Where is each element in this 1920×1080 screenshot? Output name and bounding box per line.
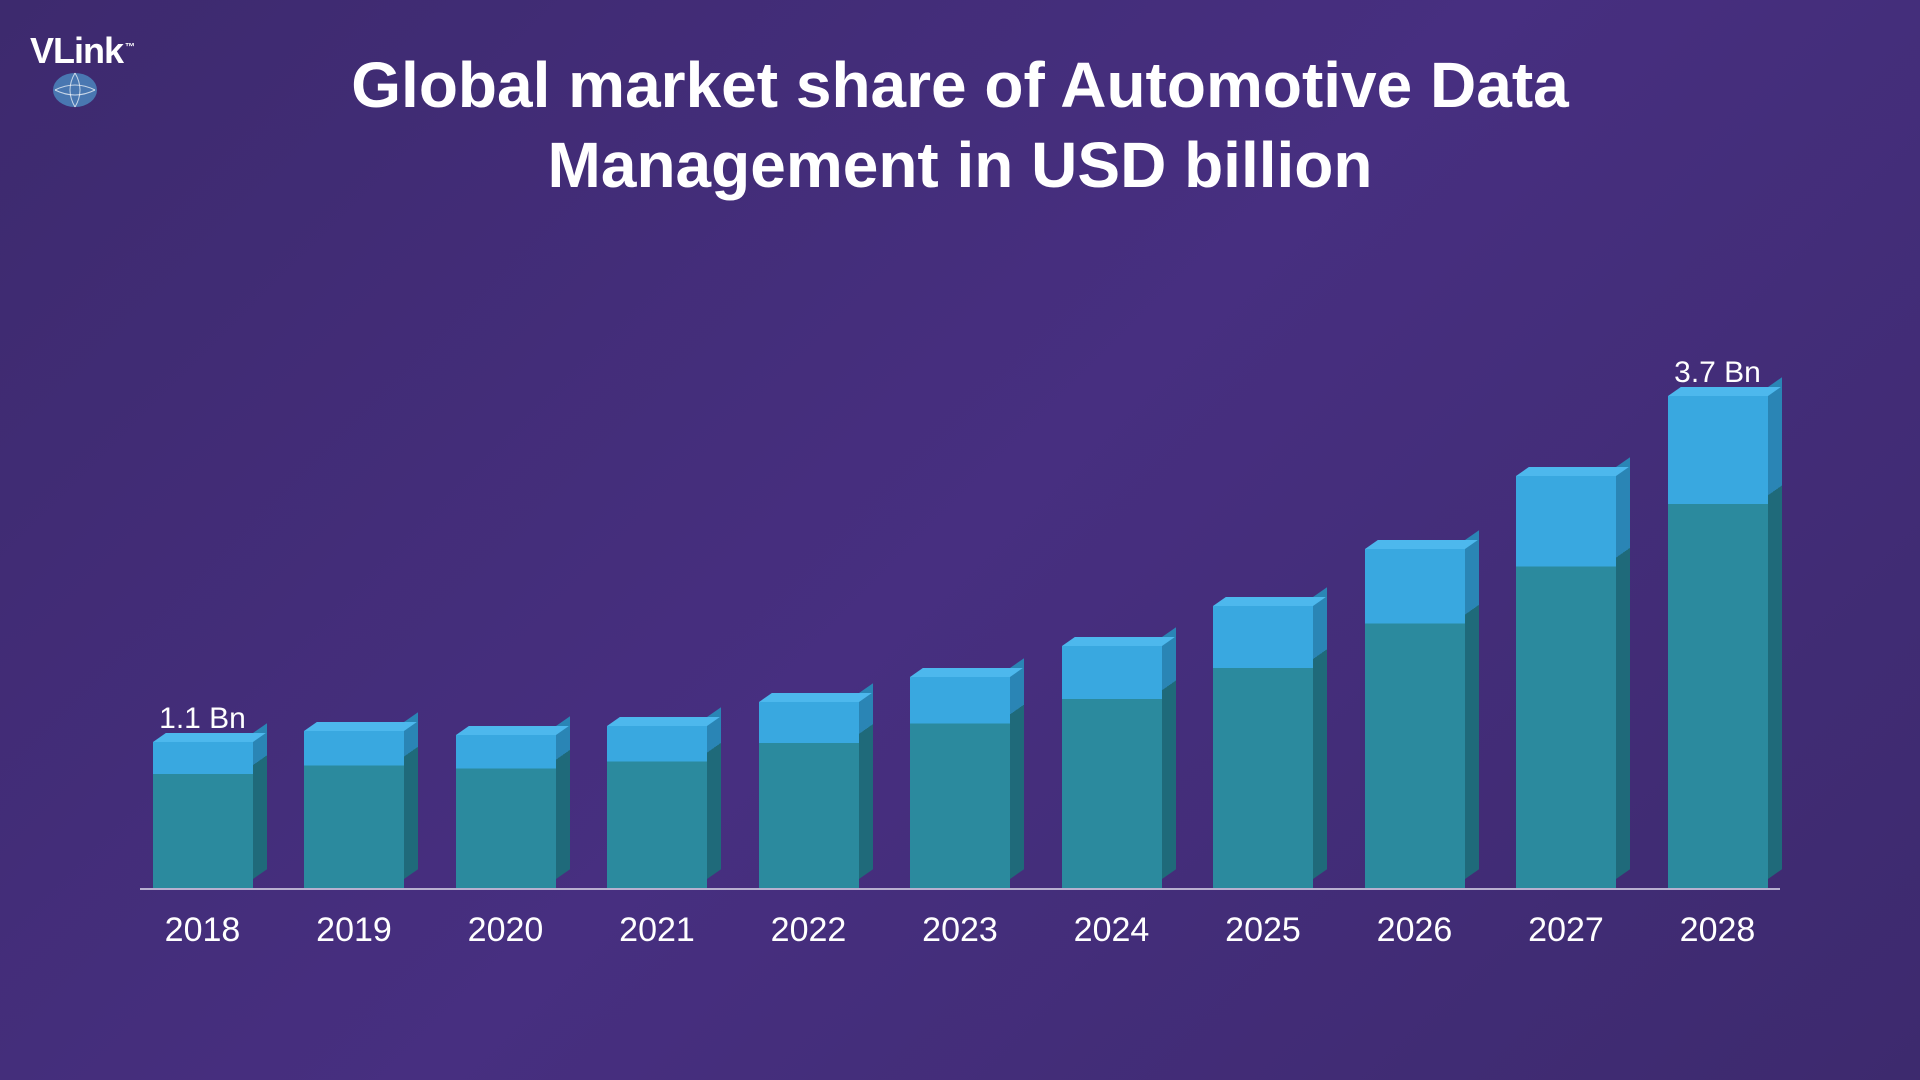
- bar-front: [1516, 476, 1616, 888]
- bar-side: [859, 683, 873, 879]
- bar-side: [1313, 588, 1327, 879]
- x-axis-labels: 2018 2019 2020 2021 2022 2023 2024 2025 2026 2027…: [140, 911, 1780, 950]
- bar-front: [1062, 646, 1162, 888]
- bar-top-cap: [1516, 467, 1629, 476]
- chart-title: Global market share of Automotive Data M…: [260, 45, 1660, 205]
- bar-side: [404, 712, 418, 879]
- bar-front: [1668, 396, 1768, 888]
- bar-side: [1162, 627, 1176, 879]
- bar-top-cap: [910, 668, 1023, 677]
- bars-container: 1.1 Bn 3.7 Bn: [140, 330, 1780, 888]
- bar-side: [1465, 530, 1479, 879]
- logo-link: Link: [53, 30, 123, 71]
- x-label-2024: 2024: [1059, 911, 1164, 950]
- bar-top-cap: [456, 726, 569, 735]
- bar-2026: [1362, 549, 1467, 888]
- bar-top-cap: [1365, 540, 1478, 549]
- x-label-2025: 2025: [1211, 911, 1316, 950]
- bar-front: [1213, 606, 1313, 888]
- x-label-2018: 2018: [150, 911, 255, 950]
- bar-2025: [1211, 606, 1316, 888]
- bar-front: [759, 702, 859, 888]
- bar-2020: [453, 735, 558, 888]
- x-label-2021: 2021: [605, 911, 710, 950]
- bar-front: [910, 677, 1010, 888]
- bar-side: [1616, 457, 1630, 879]
- logo-text: VLink™: [30, 30, 134, 72]
- bar-2021: [605, 726, 710, 888]
- bar-top-cap: [1062, 637, 1175, 646]
- x-label-2028: 2028: [1665, 911, 1770, 950]
- bar-2022: [756, 702, 861, 888]
- bar-value-label: 1.1 Bn: [159, 702, 246, 736]
- bar-2023: [908, 677, 1013, 888]
- bar-side: [1768, 378, 1782, 879]
- x-axis-line: [140, 888, 1780, 890]
- bar-side: [1010, 658, 1024, 879]
- x-label-2026: 2026: [1362, 911, 1467, 950]
- bar-side: [556, 716, 570, 879]
- bar-top-cap: [607, 717, 720, 726]
- bar-2028: 3.7 Bn: [1665, 396, 1770, 888]
- bar-front: [1365, 549, 1465, 888]
- x-label-2020: 2020: [453, 911, 558, 950]
- bar-2024: [1059, 646, 1164, 888]
- x-label-2027: 2027: [1514, 911, 1619, 950]
- bar-front: [304, 731, 404, 888]
- bar-top-cap: [1213, 597, 1326, 606]
- x-label-2019: 2019: [302, 911, 407, 950]
- globe-icon: [50, 70, 100, 110]
- bar-value-label: 3.7 Bn: [1674, 356, 1761, 390]
- bar-side: [707, 707, 721, 879]
- bar-top-cap: [304, 722, 417, 731]
- vlink-logo: VLink™: [30, 30, 134, 72]
- bar-2027: [1514, 476, 1619, 888]
- bar-front: [153, 742, 253, 888]
- bar-chart: 1.1 Bn 3.7 Bn: [140, 330, 1780, 890]
- bar-front: [607, 726, 707, 888]
- bar-side: [253, 723, 267, 879]
- bar-2018: 1.1 Bn: [150, 742, 255, 888]
- x-label-2022: 2022: [756, 911, 861, 950]
- bar-top-cap: [759, 693, 872, 702]
- logo-v: V: [30, 30, 53, 71]
- bar-2019: [302, 731, 407, 888]
- x-label-2023: 2023: [908, 911, 1013, 950]
- bar-front: [456, 735, 556, 888]
- logo-tm: ™: [125, 42, 134, 53]
